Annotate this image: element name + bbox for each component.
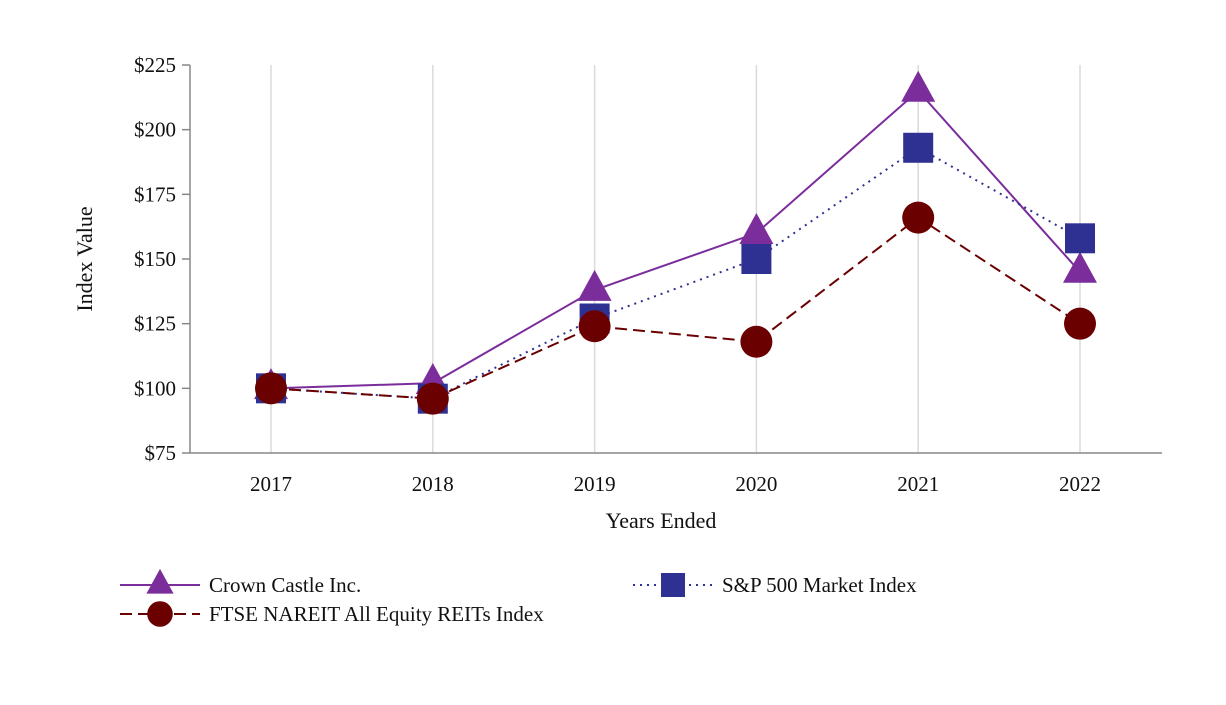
series-line-0 (270, 89, 1081, 390)
data-point-circle (1064, 307, 1096, 340)
y-tick-label: $150 (134, 247, 176, 271)
legend-label: FTSE NAREIT All Equity REITs Index (209, 602, 544, 626)
x-tick-label: 2017 (250, 472, 292, 496)
legend-label: S&P 500 Market Index (722, 573, 917, 597)
legend-circle-icon (147, 601, 173, 627)
data-point-triangle (1063, 251, 1097, 283)
data-point-triangle (739, 212, 774, 244)
y-tick-label: $75 (145, 441, 177, 465)
data-point-square (1065, 223, 1095, 254)
data-point-square (741, 244, 772, 274)
data-markers (254, 70, 1097, 415)
axes: $75 $100 $125 $150 $175 $200 $225 2017 2018 2019 2… (134, 53, 1162, 496)
legend-label: Crown Castle Inc. (209, 573, 361, 597)
y-tick-label: $200 (134, 118, 176, 142)
data-point-triangle (577, 269, 612, 301)
y-tick-label: $175 (134, 182, 176, 206)
data-point-circle (740, 325, 773, 358)
legend: Crown Castle Inc. S&P 500 Market Index FTS… (120, 568, 917, 627)
data-point-square (903, 132, 934, 163)
legend-square-icon (661, 573, 685, 597)
series-line-1 (270, 146, 1081, 400)
data-point-circle (255, 372, 287, 405)
data-point-circle (902, 201, 935, 234)
x-tick-label: 2021 (897, 472, 939, 496)
data-point-triangle (901, 70, 936, 102)
legend-item-2: FTSE NAREIT All Equity REITs Index (120, 601, 544, 627)
x-tick-label: 2019 (574, 472, 616, 496)
data-point-circle (416, 382, 449, 415)
y-tick-label: $125 (134, 312, 176, 336)
x-tick-label: 2022 (1059, 472, 1101, 496)
gridlines (270, 65, 1081, 453)
y-axis-title: Index Value (72, 206, 97, 311)
legend-item-1: S&P 500 Market Index (633, 573, 917, 597)
x-tick-label: 2020 (735, 472, 777, 496)
x-axis-title: Years Ended (606, 508, 717, 533)
y-tick-label: $225 (134, 53, 176, 77)
series-line-2 (270, 216, 1081, 400)
x-tick-label: 2018 (412, 472, 454, 496)
data-point-circle (578, 310, 611, 343)
y-tick-label: $100 (134, 376, 176, 400)
legend-item-0: Crown Castle Inc. (120, 568, 361, 597)
legend-triangle-icon (146, 568, 174, 594)
series-lines (270, 89, 1081, 400)
